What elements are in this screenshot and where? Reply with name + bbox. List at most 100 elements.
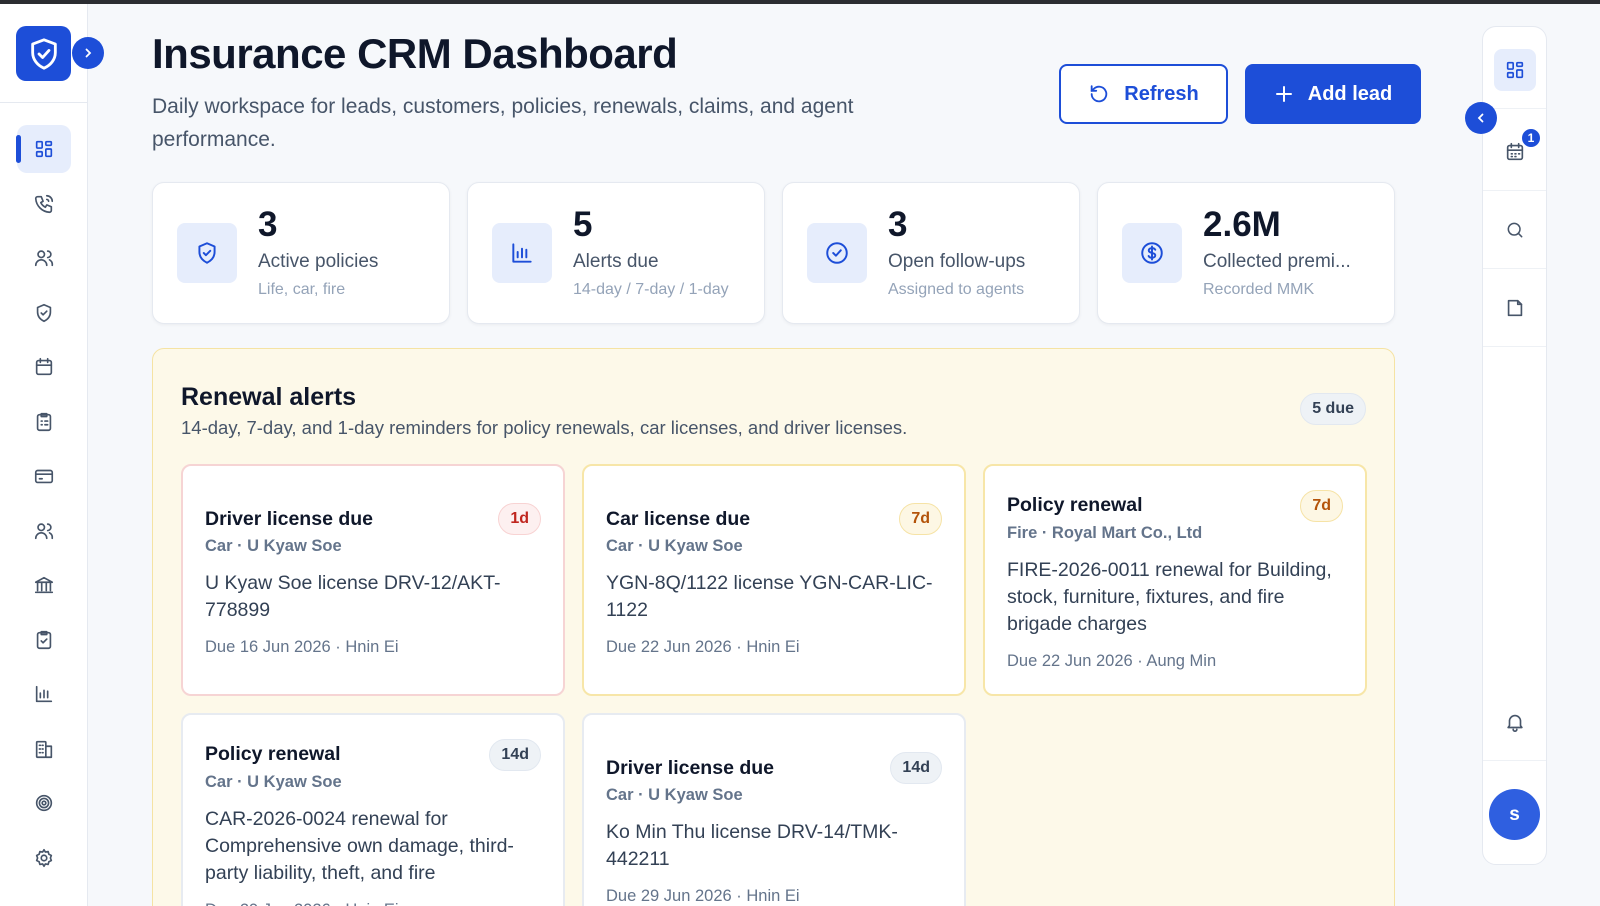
alert-title: Driver license due [205,507,373,530]
alert-description: Ko Min Thu license DRV-14/TMK-442211 [606,821,898,870]
alert-title: Driver license due [606,756,774,779]
nav-item[interactable] [17,670,71,718]
icon [36,412,52,431]
alert-due: Due 22 Jun 2026 · Aung Min [1007,651,1217,670]
rail-active [1493,48,1536,91]
alert-header: Driver license due 1d [205,503,541,535]
stat-card: 3 Open follow-ups Assigned to agents [782,182,1080,324]
alert-due: Due 29 Jun 2026 · Hnin Ei [205,901,541,906]
rail-item[interactable] [1483,191,1546,269]
alert-meta: Car · U Kyaw Soe [205,537,342,555]
stat-value: 5 [573,205,593,244]
logo-icon [30,37,57,70]
stat-icon [807,223,867,283]
nav-item[interactable] [17,289,71,337]
alert-meta: Car · U Kyaw Soe [205,772,342,791]
alert-description: YGN-8Q/1122 license YGN-CAR-LIC-1122 [606,572,933,621]
alert-description: CAR-2026-0024 renewal for Comprehensive … [205,807,514,884]
nav-item[interactable] [17,834,71,882]
nav-item[interactable] [17,343,71,391]
alert-header: Car license due 7d [606,503,942,535]
page-title: Insurance CRM Dashboard [152,30,678,77]
days-badge: 7d [1300,489,1343,522]
icon [36,303,52,322]
stat-card: 2.6M Collected premi... Recorded MMK [1097,182,1395,324]
dashboard-icon [1506,61,1523,78]
refresh-icon [1091,85,1108,103]
icon [34,250,54,267]
alert-card[interactable]: Driver license due 1d Car · U Kyaw Soe U Ky… [181,464,565,696]
nav-item[interactable] [17,561,71,609]
icon [36,630,52,649]
refresh-button[interactable]: Refresh [1059,64,1228,124]
chevron [85,48,92,58]
icon [826,242,848,264]
icon [35,357,53,376]
icon [34,194,54,213]
stat-label: Open follow-ups [888,251,1026,272]
rail-item[interactable] [1483,269,1546,347]
stat-label: Alerts due [573,251,659,272]
days-badge: 14d [890,752,942,784]
user-avatar[interactable]: s [1489,789,1540,840]
bell-icon [1506,714,1523,732]
calendar-icon [1506,142,1523,160]
alert-meta: Car · U Kyaw Soe [606,786,743,804]
nav-item[interactable] [17,725,71,773]
alert-meta: Car · U Kyaw Soe [606,537,743,555]
nav-item[interactable] [17,234,71,282]
icon [34,469,54,484]
sidebar [0,4,104,906]
alert-due: Due 29 Jun 2026 · Hnin Ei [606,887,800,905]
chevron [1477,113,1484,123]
nav-item[interactable] [17,507,71,555]
nav-item[interactable] [17,452,71,500]
alert-card[interactable]: Driver license due 14d Car · U Kyaw Soe Ko … [582,713,966,906]
nav-item[interactable] [16,125,71,173]
search-icon [1507,222,1522,237]
alert-header: Policy renewal 7d [1007,489,1343,522]
sidebar-toggle[interactable] [72,37,104,69]
icon [34,522,54,539]
icon [1141,242,1163,264]
alert-card[interactable]: Car license due 7d Car · U Kyaw Soe YGN-8Q/… [582,464,966,696]
page-subtitle: Daily workspace for leads, customers, po… [152,95,854,151]
alert-description: FIRE-2026-0011 renewal for Building, sto… [1007,558,1332,635]
section-title: Renewal alerts [181,383,357,411]
nav-item[interactable] [17,180,71,228]
stat-caption: Life, car, fire [258,281,346,298]
stat-label: Collected premi... [1203,251,1351,272]
icon [34,576,54,594]
stat-value: 3 [258,205,278,244]
notification-badge: 1 [1520,127,1542,149]
nav-item[interactable] [17,779,71,827]
window-bar [0,0,1600,4]
nav-item[interactable] [17,398,71,446]
alert-card[interactable]: Policy renewal 7d Fire · Royal Mart Co., L… [983,464,1367,696]
alert-card[interactable]: Policy renewal 14d Car · U Kyaw Soe CAR-202… [181,713,565,906]
logo[interactable] [16,26,71,81]
rail-item[interactable] [1483,31,1546,109]
icon [35,794,53,812]
alert-due: Due 22 Jun 2026 · Hnin Ei [606,638,800,656]
add-lead-button[interactable]: Add lead [1245,64,1421,124]
icon [35,848,53,867]
icon [198,242,216,264]
icon [35,740,53,758]
rail-collapse[interactable] [1465,102,1497,134]
alert-title: Policy renewal [205,743,341,765]
alert-due: Due 16 Jun 2026 · Hnin Ei [205,638,399,656]
alert-title: Policy renewal [1007,494,1143,516]
section-subtitle: 14-day, 7-day, and 1-day reminders for p… [181,417,908,438]
right-rail: 1 s [1482,26,1547,865]
rail-item[interactable] [1483,113,1546,191]
stat-caption: 14-day / 7-day / 1-day [573,281,729,298]
alert-meta: Fire · Royal Mart Co., Ltd [1007,523,1203,542]
days-badge: 7d [899,503,942,535]
stats-row: 3 Active policies Life, car, fire 5 Alerts d… [152,182,1395,324]
rail-item[interactable] [1483,683,1546,761]
nav-item[interactable] [17,616,71,664]
icon [35,140,53,158]
